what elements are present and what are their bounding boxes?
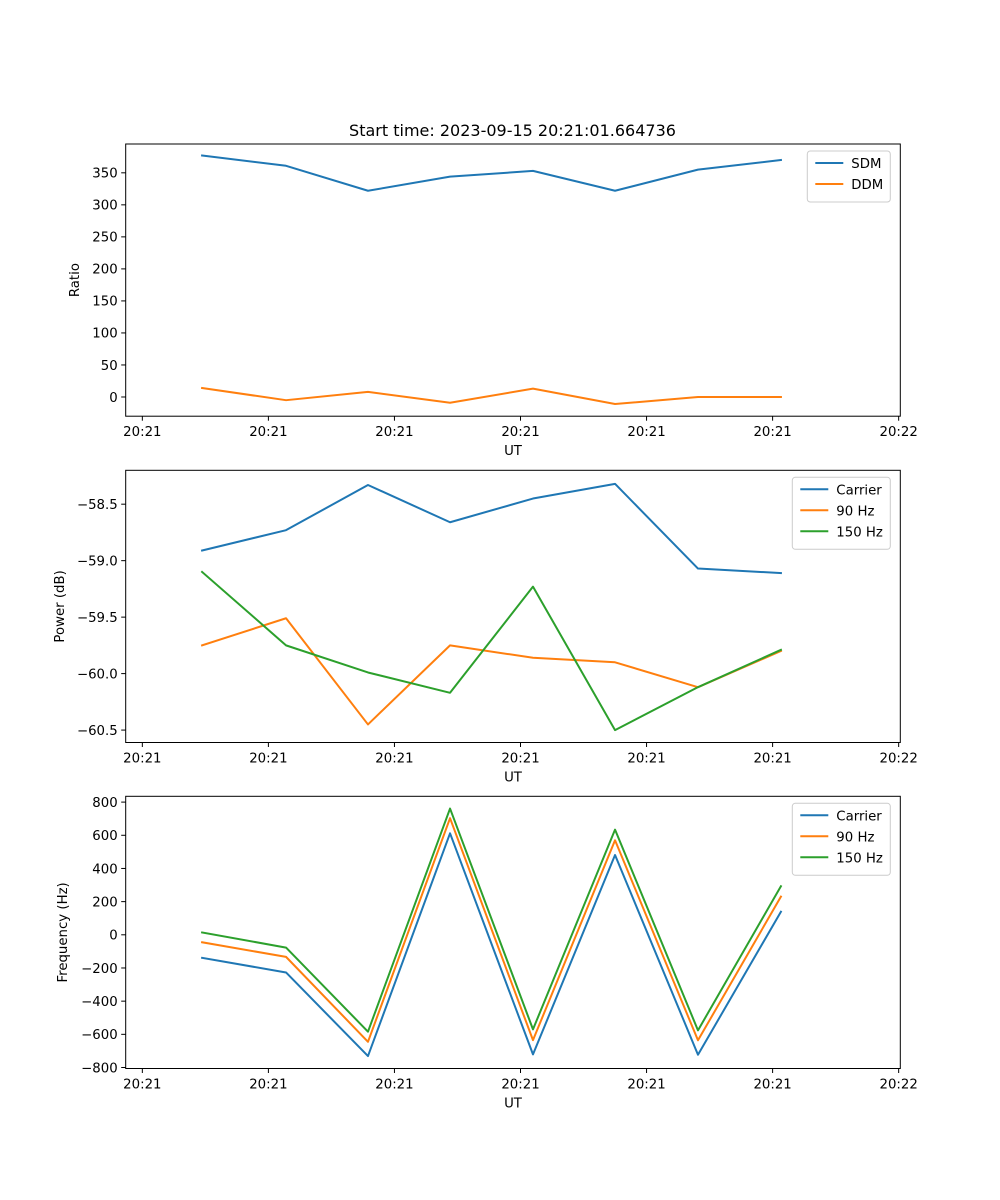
x-tick-label: 20:22: [879, 425, 917, 440]
y-tick-label: −800: [81, 1061, 118, 1076]
series-line-90-hz: [200, 617, 783, 726]
y-tick-label: −200: [81, 962, 118, 977]
x-tick-label: 20:21: [249, 1078, 287, 1093]
y-tick-label: 200: [92, 263, 117, 278]
x-tick-label: 20:21: [123, 752, 161, 767]
y-tick-label: 0: [109, 391, 117, 406]
x-tick-label: 20:21: [627, 752, 665, 767]
y-tick-label: 400: [92, 862, 117, 877]
legend-label: DDM: [851, 178, 883, 193]
series-line-sdm: [200, 154, 783, 192]
legend-label: SDM: [851, 157, 881, 172]
y-tick-label: −60.5: [77, 724, 118, 739]
y-tick-label: −58.5: [77, 498, 118, 513]
legend-label: 90 Hz: [836, 830, 874, 845]
y-tick-label: −400: [81, 995, 118, 1010]
x-tick-label: 20:21: [123, 425, 161, 440]
x-tick-label: 20:22: [879, 752, 917, 767]
y-tick-label: −600: [81, 1028, 118, 1043]
x-tick-label: 20:21: [753, 752, 791, 767]
y-tick-label: 350: [92, 167, 117, 182]
series-line-carrier: [200, 832, 783, 1058]
x-tick-label: 20:21: [375, 1078, 413, 1093]
series-line-carrier: [200, 482, 782, 575]
series-line-ddm: [200, 386, 782, 406]
y-axis-label: Frequency (Hz): [56, 882, 71, 982]
x-tick-label: 20:21: [501, 425, 539, 440]
x-axis-label: UT: [504, 771, 523, 786]
x-tick-label: 20:21: [627, 425, 665, 440]
x-tick-label: 20:21: [375, 752, 413, 767]
y-tick-label: 150: [92, 295, 117, 310]
y-tick-label: 300: [92, 199, 117, 214]
x-tick-label: 20:21: [501, 752, 539, 767]
x-axis-label: UT: [504, 1097, 523, 1112]
axes-frame: [125, 469, 901, 743]
y-tick-label: −60.0: [77, 667, 118, 682]
x-tick-label: 20:21: [249, 425, 287, 440]
y-tick-label: 100: [92, 327, 117, 342]
series-line-150-hz: [200, 570, 783, 732]
x-tick-label: 20:21: [753, 425, 791, 440]
y-tick-label: 250: [92, 231, 117, 246]
series-line-150-hz: [200, 807, 783, 1033]
x-tick-label: 20:21: [501, 1078, 539, 1093]
x-tick-label: 20:21: [627, 1078, 665, 1093]
y-tick-label: 0: [109, 929, 117, 944]
subplot-frequency: 20:21 20:21 20:21 20:21 20:21 20:21 20:22 −800 −…: [56, 795, 918, 1112]
x-tick-label: 20:21: [249, 752, 287, 767]
figure-title: Start time: 2023-09-15 20:21:01.664736: [349, 121, 676, 140]
legend: Carrier 90 Hz 150 Hz: [791, 476, 891, 550]
legend-label: 90 Hz: [836, 504, 874, 519]
x-tick-label: 20:21: [753, 1078, 791, 1093]
x-tick-label: 20:21: [375, 425, 413, 440]
y-axis-label: Ratio: [68, 263, 83, 297]
y-tick-label: −59.0: [77, 554, 118, 569]
legend-label: 150 Hz: [836, 525, 883, 540]
axes-frame: [125, 795, 901, 1069]
y-tick-label: 800: [92, 796, 117, 811]
y-tick-label: 200: [92, 895, 117, 910]
y-tick-label: 50: [101, 359, 118, 374]
y-axis-label: Power (dB): [53, 570, 68, 642]
legend: SDM DDM: [806, 150, 891, 203]
subplot-power: 20:21 20:21 20:21 20:21 20:21 20:21 20:22 −60.5…: [53, 469, 918, 786]
y-tick-label: 600: [92, 829, 117, 844]
legend: Carrier 90 Hz 150 Hz: [791, 802, 891, 876]
subplot-ratio: 20:21 20:21 20:21 20:21 20:21 20:21 20:22 0 50 10…: [68, 143, 918, 459]
x-tick-label: 20:21: [123, 1078, 161, 1093]
legend-label: Carrier: [836, 483, 882, 498]
y-tick-label: −59.5: [77, 611, 118, 626]
x-tick-label: 20:22: [879, 1078, 917, 1093]
x-axis-label: UT: [504, 444, 523, 459]
legend-label: 150 Hz: [836, 851, 883, 866]
legend-label: Carrier: [836, 809, 882, 824]
axes-frame: [125, 143, 901, 417]
series-line-90-hz: [200, 817, 783, 1043]
